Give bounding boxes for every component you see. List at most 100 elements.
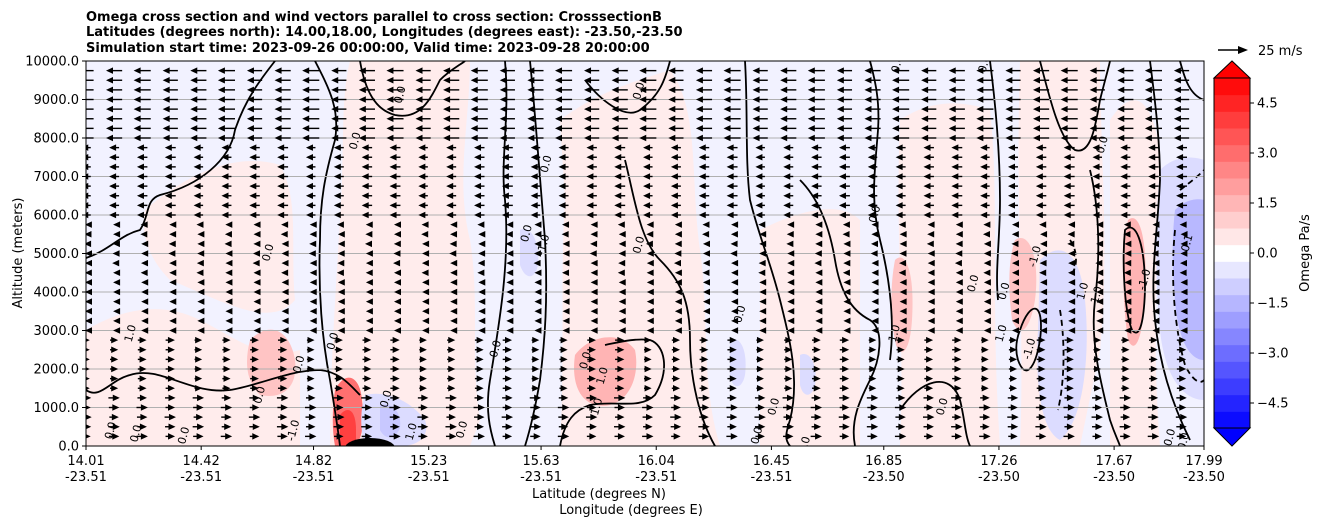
wind-vector-head (783, 163, 791, 171)
wind-vector-head (1060, 134, 1068, 142)
wind-vector-head (897, 385, 905, 392)
wind-vector-head (554, 77, 562, 84)
wind-vector-head (358, 105, 366, 113)
wind-vector-head (836, 96, 844, 103)
contour-label: -0.1 (1178, 233, 1196, 257)
wind-vector-head (281, 279, 289, 286)
wind-vector-head (646, 404, 654, 411)
wind-vector-head (223, 365, 231, 373)
wind-vector-head (221, 202, 229, 209)
wind-vector-head (558, 192, 566, 199)
wind-vector-head (980, 173, 988, 180)
wind-vector-head (842, 365, 850, 373)
contour-label: 1.0 (1074, 281, 1091, 301)
wind-vector-head (393, 240, 401, 248)
wind-vector-head (1063, 211, 1071, 219)
wind-vector-head (361, 202, 369, 209)
wind-vector-head (756, 385, 764, 392)
wind-vector-head (252, 259, 260, 267)
wind-vector-head (365, 288, 373, 296)
wind-vector-head (757, 404, 765, 411)
wind-vector-head (698, 144, 706, 151)
wind-vector-head (954, 413, 962, 421)
wind-vector-head (611, 67, 619, 74)
colorbar-band (1214, 361, 1250, 379)
wind-vector-head (1066, 394, 1074, 402)
y-tick-label: 8000.0 (34, 132, 80, 147)
wind-vector-head (534, 240, 542, 248)
wind-vector-head (393, 404, 401, 411)
wind-vector-head (274, 105, 282, 113)
wind-vector-head (702, 240, 710, 248)
wind-vector-head (702, 259, 710, 267)
wind-vector-head (726, 163, 734, 171)
contour-line (799, 179, 881, 446)
wind-vector-head (1123, 231, 1131, 238)
wind-vector-head (1040, 240, 1048, 248)
wind-vector-head (1144, 115, 1152, 122)
wind-vector-head (389, 173, 397, 180)
contour-label: 0.0 (391, 85, 408, 105)
wind-vector-head (1040, 317, 1048, 325)
wind-vector-head (337, 288, 345, 296)
wind-vector-head (588, 365, 596, 373)
wind-vector-head (589, 394, 597, 402)
wind-vector-head (955, 279, 963, 286)
wind-vector-head (1144, 67, 1152, 74)
wind-vector-head (842, 404, 850, 411)
wind-vector-head (1152, 269, 1160, 276)
wind-vector-head (1120, 182, 1128, 190)
wind-vector-head (813, 356, 821, 363)
wind-vector-head (1173, 67, 1181, 74)
chart-title-line-3: Simulation start time: 2023-09-26 00:00:… (86, 41, 650, 56)
wind-vector-head (1180, 298, 1188, 305)
wind-vector-head (337, 259, 345, 267)
wind-vector-head (787, 317, 795, 325)
wind-vector-head (86, 357, 90, 362)
wind-vector-head (815, 288, 823, 296)
wind-vector-head (590, 231, 598, 238)
wind-vector-head (1011, 298, 1019, 305)
wind-vector-head (501, 163, 509, 171)
colorbar-band (1214, 111, 1250, 129)
wind-vector-head (926, 240, 934, 248)
wind-vector-head (78, 67, 85, 73)
contour-label: -1.0 (284, 418, 302, 442)
wind-vector-head (783, 173, 791, 180)
wind-vector-head (1151, 250, 1159, 257)
wind-vector-head (787, 288, 795, 296)
wind-vector-head (976, 86, 984, 94)
wind-vector-head (589, 423, 597, 430)
wind-vector-head (277, 173, 285, 180)
wind-vector-head (225, 279, 233, 286)
wind-vector-head (1089, 67, 1097, 74)
wind-vector-head (246, 96, 254, 103)
wind-vector-head (867, 163, 875, 171)
wind-vector-head (1033, 125, 1041, 132)
wind-vector-head (1066, 356, 1074, 363)
colorbar-tick-label: −4.5 (1257, 397, 1289, 412)
colorbar-tick-label: −1.5 (1257, 297, 1289, 312)
wind-vector-head (1173, 125, 1181, 132)
x-tick-label-lat: 16.85 (865, 454, 902, 469)
wind-vector-head (446, 202, 454, 209)
wind-vector-head (670, 211, 678, 219)
wind-vector-head (815, 327, 823, 334)
wind-vector-head (674, 394, 682, 402)
wind-vector-head (446, 173, 454, 180)
contour-label: 0.0 (324, 331, 341, 351)
wind-vector-head (1038, 356, 1046, 363)
wind-vector-head (838, 163, 846, 171)
colorbar-band (1214, 161, 1250, 179)
wind-vector-head (980, 211, 988, 219)
wind-vector-head (470, 134, 478, 142)
wind-vector-head (870, 433, 878, 440)
wind-vector-head (1151, 413, 1159, 421)
wind-vector-head (1144, 96, 1152, 103)
wind-vector-head (277, 154, 285, 161)
wind-vector-head (499, 105, 507, 113)
wind-vector-head (1179, 394, 1187, 402)
wind-vector-head (253, 231, 261, 238)
wind-vector-head (584, 77, 592, 84)
